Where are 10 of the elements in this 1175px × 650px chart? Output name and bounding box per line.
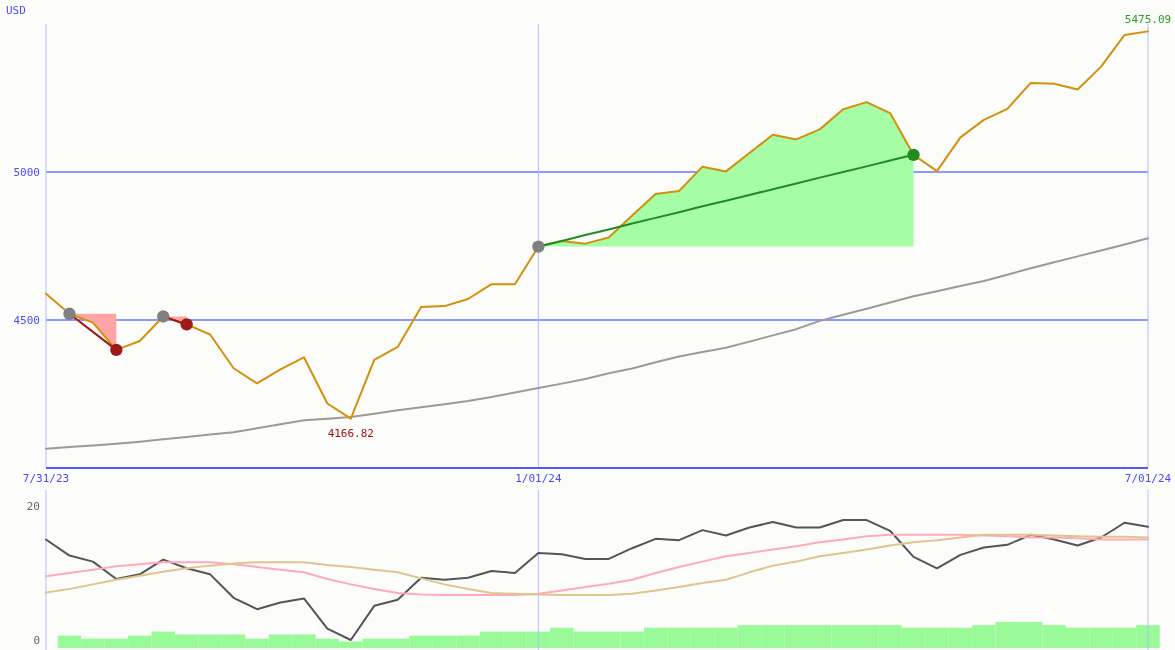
y-tick-label: 5000 bbox=[13, 165, 40, 179]
data-label: 5475.09 bbox=[1124, 13, 1172, 27]
data-label: 4166.82 bbox=[327, 426, 374, 440]
x-tick-label: 7/31/23 bbox=[22, 472, 70, 485]
x-tick-label: 1/01/24 bbox=[515, 472, 562, 485]
y-tick-label: 20 bbox=[26, 499, 40, 513]
y-tick-label: 0 bbox=[33, 633, 40, 647]
y-tick-label: 4500 bbox=[13, 313, 40, 327]
x-tick-label: 7/01/24 bbox=[1124, 472, 1172, 485]
y-axis-title: USD bbox=[6, 4, 26, 17]
